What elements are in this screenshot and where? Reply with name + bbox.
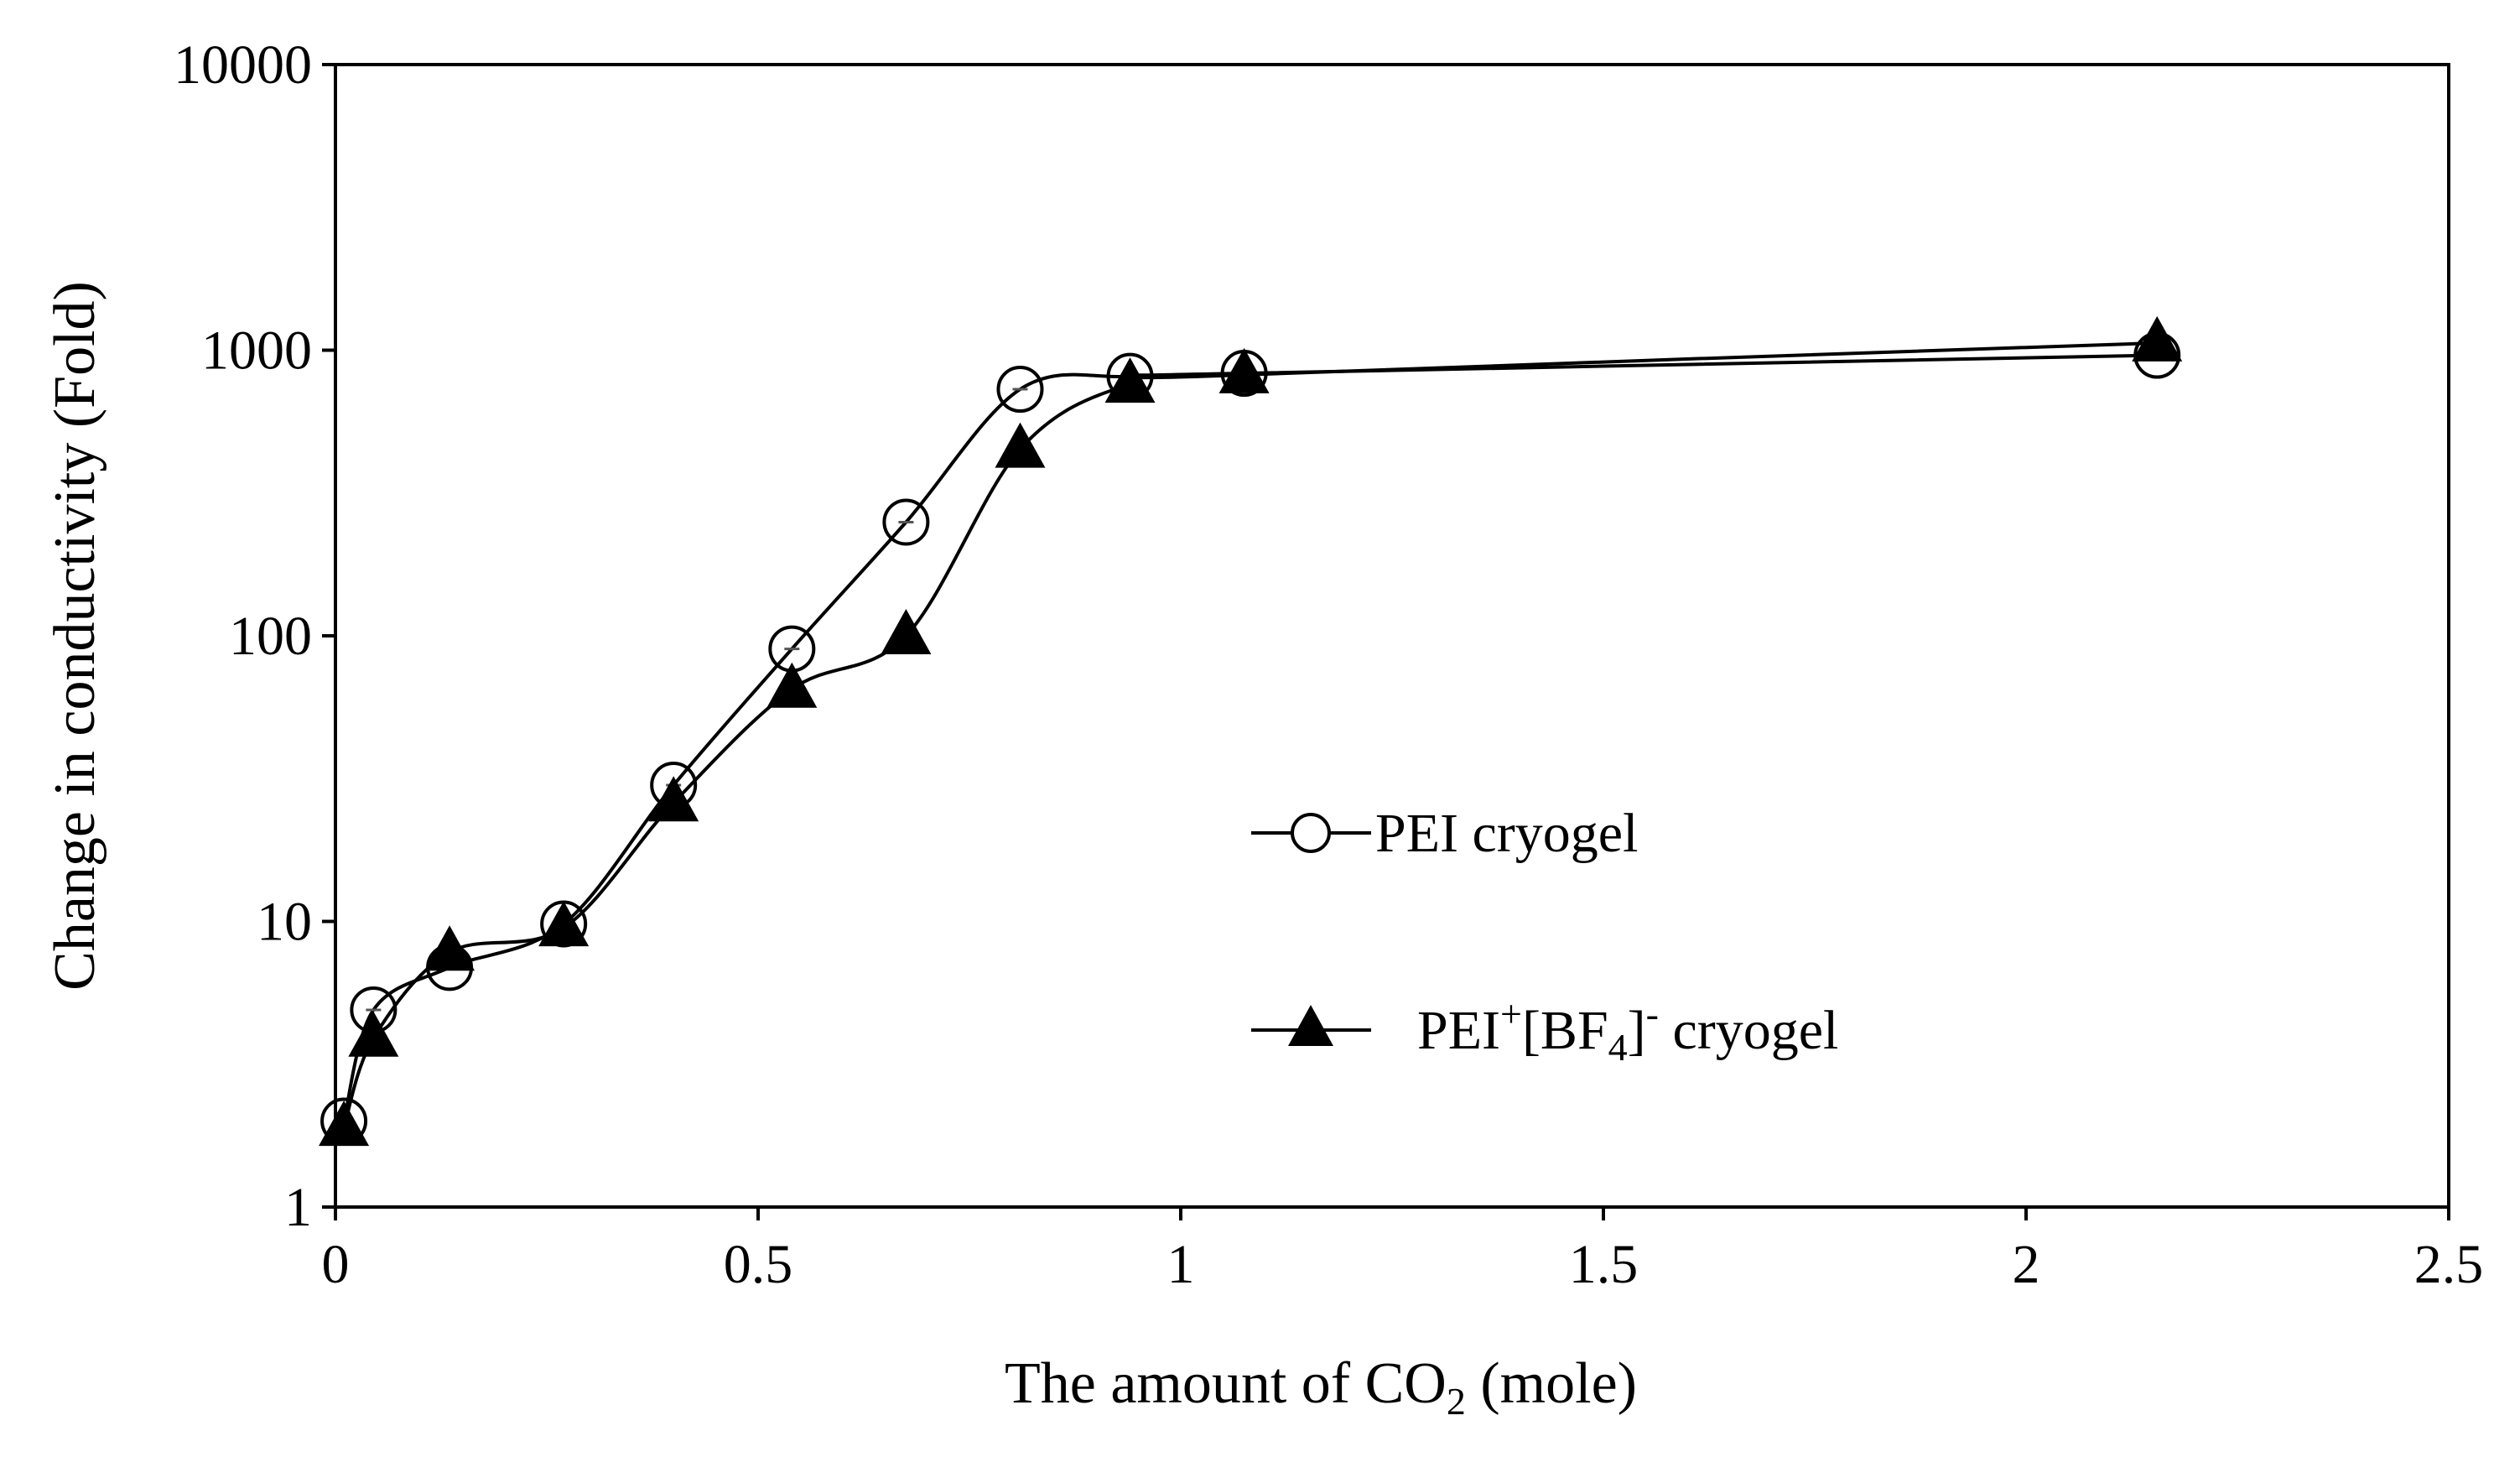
data-point-triangle	[319, 1101, 370, 1147]
y-tick-label: 1	[284, 1177, 312, 1238]
data-point-triangle	[348, 1011, 399, 1057]
x-tick-label: 2.5	[2414, 1234, 2484, 1295]
x-tick-label: 1	[1167, 1234, 1195, 1295]
x-axis-title: The amount of CO2 (mole)	[1005, 1351, 1637, 1423]
data-point-triangle	[424, 925, 475, 971]
data-point-triangle	[995, 422, 1046, 468]
y-tick-label: 10	[257, 892, 312, 953]
series-pei-bf4-cryogel	[319, 315, 2183, 1147]
x-axis-ticks: 0 0.5 1 1.5 2 2.5	[322, 1207, 2484, 1295]
y-tick-label: 10000	[174, 34, 312, 96]
y-axis-ticks: 1 10 100 1000 10000	[174, 34, 335, 1238]
legend-label-pei: PEI cryogel	[1375, 803, 1638, 864]
data-point-triangle	[1218, 347, 1270, 393]
data-point-triangle	[766, 662, 818, 708]
y-tick-label: 1000	[201, 320, 312, 382]
y-axis-title: Change in conductivity (Fold)	[43, 281, 107, 991]
x-tick-label: 0.5	[724, 1234, 793, 1295]
data-point-triangle	[881, 609, 932, 654]
legend-label-pei-bf4: PEI+[BF4]- cryogel	[1417, 992, 1838, 1069]
data-point-circle	[882, 498, 930, 546]
x-tick-label: 0	[322, 1234, 350, 1295]
legend: PEI cryogel PEI+[BF4]- cryogel	[1251, 803, 1838, 1069]
data-point-triangle	[538, 901, 590, 947]
x-tick-label: 1.5	[1569, 1234, 1639, 1295]
legend-item-pei-bf4-cryogel: PEI+[BF4]- cryogel	[1251, 992, 1838, 1069]
legend-item-pei-cryogel: PEI cryogel	[1251, 803, 1638, 864]
legend-marker-open-circle	[1291, 813, 1331, 853]
data-point-circle	[996, 366, 1044, 414]
series-layer	[319, 315, 2183, 1147]
x-tick-label: 2	[2013, 1234, 2040, 1295]
legend-marker-filled-triangle	[1288, 1005, 1333, 1046]
data-point-triangle	[2132, 315, 2183, 362]
y-tick-label: 100	[229, 606, 312, 667]
data-point-triangle	[1104, 357, 1156, 403]
data-point-triangle	[648, 776, 699, 822]
